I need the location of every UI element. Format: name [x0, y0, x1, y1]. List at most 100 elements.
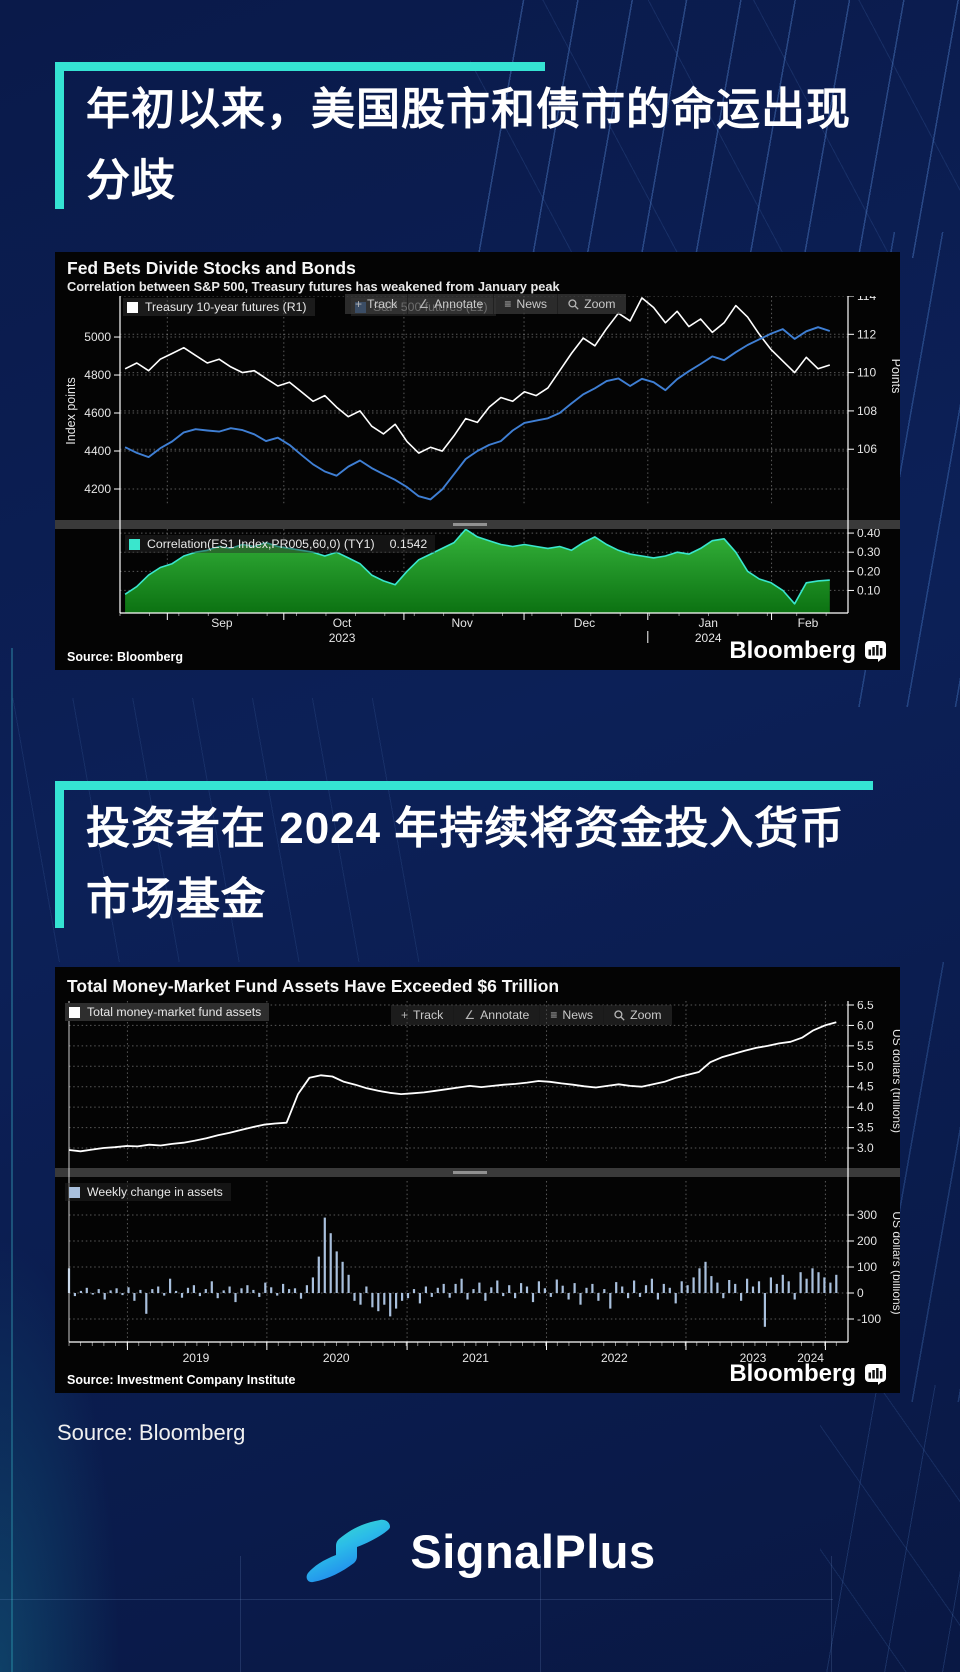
weekly-change-bar: [638, 1293, 642, 1297]
svg-text:6.0: 6.0: [857, 1018, 874, 1032]
bloomberg-logo: Bloomberg: [729, 1360, 886, 1388]
chart1-toolbar: + Track ∠ Annotate ≡ News Zoom: [345, 294, 626, 314]
weekly-change-bar: [288, 1289, 291, 1293]
weekly-change-bar: [311, 1277, 314, 1293]
svg-text:Index points: Index points: [64, 377, 78, 444]
weekly-change-bar: [430, 1293, 433, 1297]
svg-text:Oct: Oct: [333, 616, 352, 630]
bottom-grid-line: [240, 1556, 241, 1672]
weekly-change-bar: [454, 1283, 457, 1293]
treasury-futures-line: [124, 297, 831, 454]
weekly-change-bar: [85, 1287, 88, 1293]
svg-text:4.5: 4.5: [857, 1080, 874, 1094]
heading1-line1: 年初以来，美国股市和债市的命运出现: [86, 85, 851, 134]
heading2-accent-bar-top: [55, 781, 873, 790]
heading2-line2: 市场基金: [86, 875, 266, 924]
weekly-change-bar: [139, 1289, 142, 1293]
weekly-change-bar: [674, 1293, 677, 1304]
weekly-change-bar: [829, 1282, 832, 1293]
svg-text:112: 112: [857, 327, 876, 341]
weekly-change-bar: [276, 1293, 279, 1296]
weekly-change-bar: [234, 1293, 237, 1303]
annotate-icon: ∠: [464, 1008, 476, 1022]
correlation-area: [125, 529, 830, 613]
weekly-change-bar: [317, 1256, 320, 1293]
toolbar-track-button[interactable]: + Track: [391, 1005, 455, 1025]
weekly-change-bar: [835, 1274, 838, 1293]
svg-text:4.0: 4.0: [857, 1100, 874, 1114]
legend-label: Treasury 10-year futures (R1): [145, 300, 307, 314]
toolbar-annotate-button[interactable]: ∠ Annotate: [454, 1005, 541, 1025]
weekly-change-bar: [157, 1286, 160, 1293]
weekly-change-bar: [406, 1293, 410, 1299]
weekly-change-bar: [603, 1289, 606, 1293]
weekly-change-bar: [329, 1233, 332, 1293]
toolbar-news-label: News: [516, 297, 548, 311]
weekly-change-bar: [299, 1293, 303, 1299]
legend-item-correlation[interactable]: Correlation(ES1 Index,PR005,60,0) (TY1) …: [125, 535, 436, 553]
weekly-change-bar: [216, 1293, 219, 1299]
signalplus-brand: SignalPlus: [0, 1518, 960, 1584]
weekly-change-bar: [722, 1293, 725, 1299]
weekly-change-bar: [180, 1293, 184, 1298]
weekly-change-bar: [228, 1286, 231, 1293]
correlation-last-value: 0.1542: [389, 537, 428, 551]
heading1: 年初以来，美国股市和债市的命运出现 分歧: [86, 74, 851, 216]
weekly-change-bar: [781, 1274, 784, 1293]
chart2-title: Total Money-Market Fund Assets Have Exce…: [67, 976, 560, 996]
weekly-change-bar: [698, 1268, 701, 1293]
annotate-icon: ∠: [418, 297, 430, 311]
weekly-change-bar: [686, 1285, 689, 1293]
toolbar-news-button[interactable]: ≡ News: [494, 294, 559, 314]
svg-text:108: 108: [857, 404, 877, 418]
toolbar-zoom-button[interactable]: Zoom: [558, 294, 625, 314]
weekly-change-bar: [305, 1285, 308, 1293]
bottom-grid-line: [831, 1556, 832, 1672]
weekly-change-bar: [115, 1288, 118, 1293]
weekly-change-bar: [508, 1285, 511, 1293]
weekly-change-bar: [680, 1281, 683, 1293]
toolbar-track-button[interactable]: + Track: [345, 294, 409, 314]
toolbar-annotate-label: Annotate: [480, 1008, 530, 1022]
weekly-change-bar: [73, 1293, 76, 1297]
panel-resize-handle[interactable]: [453, 523, 487, 526]
news-icon: ≡: [550, 1008, 558, 1022]
legend-item-treasury-futures[interactable]: Treasury 10-year futures (R1): [123, 298, 315, 316]
legend-item-total-assets[interactable]: Total money-market fund assets: [65, 1003, 270, 1021]
weekly-change-bar: [145, 1293, 148, 1314]
svg-text:5.0: 5.0: [857, 1059, 874, 1073]
weekly-change-bar: [282, 1283, 285, 1293]
weekly-change-bar: [359, 1293, 362, 1305]
bloomberg-wordmark: Bloomberg: [729, 1360, 856, 1387]
heading2-accent-bar-left: [55, 781, 64, 928]
chart2-plot-area[interactable]: 6.5 6.0 5.5 5.0 4.5 4.0 3.5 3.0 300 200 100 0 -100 20…: [55, 1001, 900, 1393]
svg-text:4800: 4800: [84, 368, 111, 382]
toolbar-news-button[interactable]: ≡ News: [540, 1005, 605, 1025]
svg-text:Dec: Dec: [574, 616, 595, 630]
bloomberg-terminal-icon: [865, 640, 886, 662]
toolbar-zoom-button[interactable]: Zoom: [604, 1005, 671, 1025]
weekly-change-bar: [537, 1281, 540, 1293]
weekly-change-bar: [377, 1293, 380, 1312]
weekly-change-bar: [531, 1293, 535, 1303]
panel-resize-handle[interactable]: [453, 1171, 487, 1174]
weekly-change-bar: [514, 1293, 517, 1299]
weekly-change-bar: [264, 1282, 267, 1293]
svg-text:2024: 2024: [797, 1351, 824, 1365]
chart1-plot-area[interactable]: 5000 4800 4600 4400 4200 114 112 110 108 106 0.40 0…: [55, 296, 900, 670]
sp500-futures-line: [124, 326, 831, 501]
weekly-change-bar: [585, 1287, 588, 1293]
chart2-toolbar: + Track ∠ Annotate ≡ News Zoom: [391, 1005, 672, 1025]
svg-text:5.5: 5.5: [857, 1039, 874, 1053]
legend-item-weekly-change[interactable]: Weekly change in assets: [65, 1183, 231, 1201]
weekly-change-bar: [496, 1280, 499, 1293]
weekly-change-bar: [567, 1293, 570, 1300]
weekly-change-bar: [716, 1282, 719, 1293]
toolbar-track-label: Track: [367, 297, 398, 311]
weekly-change-bar: [561, 1285, 564, 1293]
toolbar-annotate-button[interactable]: ∠ Annotate: [408, 294, 495, 314]
track-icon: +: [355, 297, 363, 311]
weekly-change-bar: [650, 1278, 653, 1293]
chart1-title: Fed Bets Divide Stocks and Bonds: [67, 258, 356, 278]
chart1-subtitle: Correlation between S&P 500, Treasury fu…: [67, 279, 560, 294]
